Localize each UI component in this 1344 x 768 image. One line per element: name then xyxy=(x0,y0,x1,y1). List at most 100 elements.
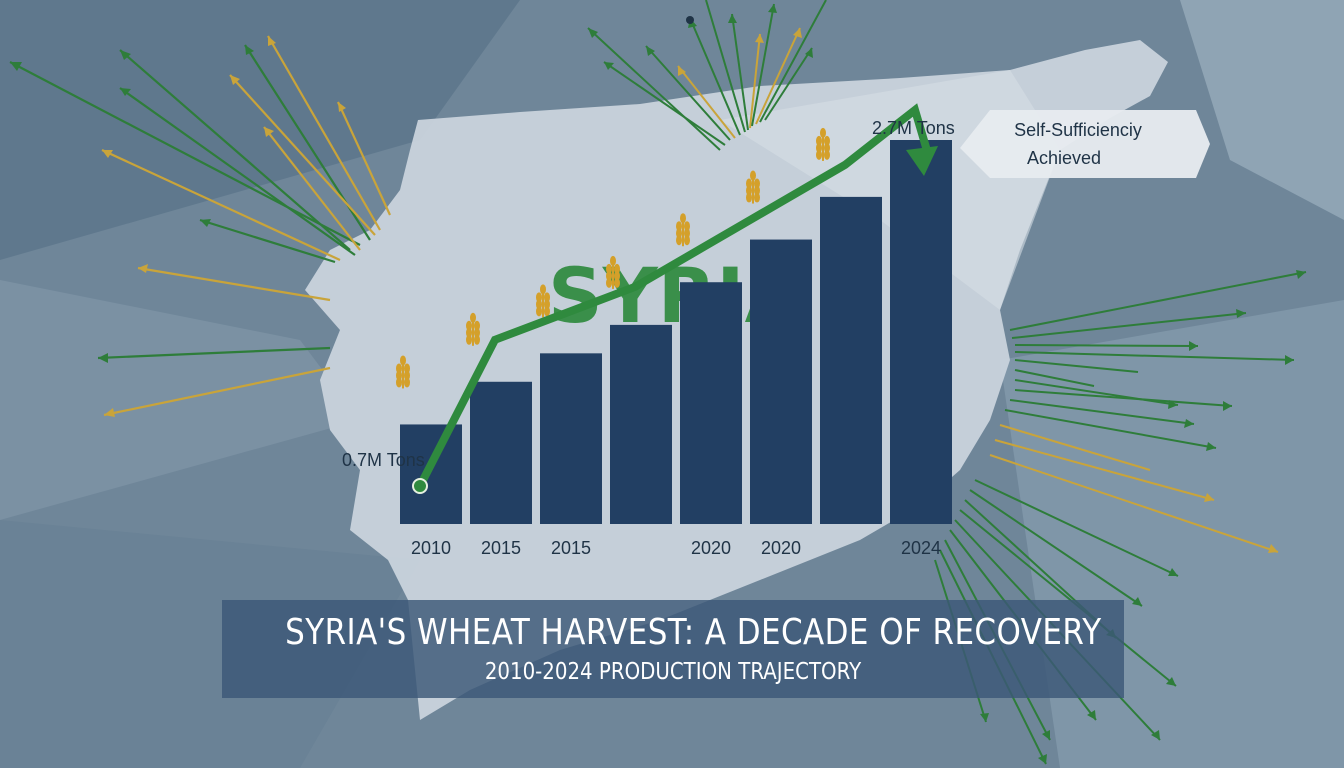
burst-arrow-line xyxy=(603,61,726,146)
burst-arrow-line xyxy=(101,149,341,261)
burst-arrowhead xyxy=(1042,730,1050,740)
burst-arrowhead xyxy=(1132,597,1142,606)
trend-arrowhead xyxy=(906,146,938,176)
burst-arrowhead xyxy=(646,46,655,56)
self-sufficiency-callout: Self-Sufficienciy Achieved xyxy=(960,110,1210,178)
burst-arrowhead xyxy=(1166,677,1176,686)
bar-2 xyxy=(470,381,532,524)
burst-arrowhead xyxy=(1184,419,1194,428)
burst-arrow-line xyxy=(764,47,813,121)
burst-arrow-line xyxy=(999,424,1151,471)
burst-arrow-line xyxy=(1014,389,1233,407)
burst-arrowhead xyxy=(1296,270,1306,279)
burst-arrow-line xyxy=(759,0,827,123)
wheat-icon xyxy=(606,255,620,289)
burst-arrow-line xyxy=(1009,271,1307,331)
x-tick-label: 2010 xyxy=(411,538,451,558)
burst-arrow-line xyxy=(587,27,721,151)
burst-arrow-line xyxy=(974,479,1179,577)
burst-arrow-line xyxy=(337,101,391,216)
callout-text-line-1: Self-Sufficienciy xyxy=(1014,120,1142,140)
burst-arrowhead xyxy=(264,127,274,137)
burst-arrow-line xyxy=(263,126,361,251)
burst-arrowhead xyxy=(138,264,148,273)
bar-3 xyxy=(540,353,602,524)
wheat-icons xyxy=(396,127,830,389)
burst-arrowhead xyxy=(1236,309,1246,318)
burst-arrowhead xyxy=(245,45,254,55)
burst-arrowhead xyxy=(588,28,598,38)
burst-arrow-line xyxy=(705,0,746,133)
background-shade-top-left xyxy=(0,0,520,260)
burst-arrow-line xyxy=(103,366,331,417)
top-arrow-heads xyxy=(588,4,813,76)
wheat-icon xyxy=(466,312,480,346)
burst-arrow-line xyxy=(119,49,351,251)
callout-box xyxy=(960,110,1210,178)
bar-5 xyxy=(680,282,742,524)
burst-arrowhead xyxy=(1151,730,1160,740)
x-tick-label: 2015 xyxy=(551,538,591,558)
wheat-icon xyxy=(676,213,690,247)
burst-arrow-line xyxy=(1014,359,1139,373)
x-tick-label: 2024 xyxy=(901,538,941,558)
burst-arrow-line xyxy=(1014,344,1199,347)
burst-arrowhead xyxy=(1285,355,1294,365)
trend-line xyxy=(416,103,932,490)
burst-arrowhead xyxy=(104,408,115,417)
burst-arrow-line xyxy=(749,33,761,129)
burst-arrowhead xyxy=(1223,401,1232,411)
background-shade-bottom-left xyxy=(0,520,420,768)
burst-arrowhead xyxy=(768,4,777,13)
burst-arrow-line xyxy=(1014,369,1095,387)
burst-arrowhead xyxy=(1038,754,1047,764)
burst-arrowhead xyxy=(793,28,802,38)
burst-arrow-line xyxy=(1004,409,1217,449)
burst-arrow-line xyxy=(755,27,801,125)
x-tick-label: 2015 xyxy=(481,538,521,558)
burst-arrow-line xyxy=(97,346,331,360)
burst-arrowhead xyxy=(102,150,113,158)
bar-6 xyxy=(750,239,812,525)
burst-arrow-line xyxy=(645,45,731,141)
burst-arrow-line xyxy=(267,35,381,231)
background-shade-top-right xyxy=(1180,0,1344,220)
left-arrow-heads xyxy=(10,36,346,417)
banner-title: SYRIA'S WHEAT HARVEST: A DECADE OF RECOV… xyxy=(285,612,1102,653)
end-value-label: 2.7M Tons xyxy=(872,118,955,138)
burst-arrow-line xyxy=(989,454,1279,553)
wheat-production-chart: 2010 2015 2015 2020 2020 2024 0.7M Tons 2.7M … xyxy=(342,103,955,558)
burst-arrow-line xyxy=(677,65,736,139)
burst-arrow-line xyxy=(959,509,1177,687)
burst-arrow-line xyxy=(1014,351,1295,361)
burst-arrowhead xyxy=(120,50,131,60)
x-axis-tick-labels: 2010 2015 2015 2020 2020 2024 xyxy=(411,538,941,558)
burst-arrowhead xyxy=(98,353,108,363)
top-arrow-burst xyxy=(587,0,827,151)
burst-arrowhead xyxy=(755,34,764,43)
burst-arrowhead xyxy=(120,88,131,96)
burst-arrowhead xyxy=(200,219,211,227)
callout-text-line-2: Achieved xyxy=(1027,148,1101,168)
burst-arrowhead xyxy=(678,66,686,76)
bar-series xyxy=(400,140,952,525)
bar-4 xyxy=(610,324,672,524)
burst-arrow-line xyxy=(119,87,356,256)
wheat-icon xyxy=(816,127,830,161)
banner-subtitle: 2010-2024 PRODUCTION TRAJECTORY xyxy=(484,659,862,685)
burst-arrowhead xyxy=(1206,442,1216,451)
burst-arrowhead xyxy=(1087,710,1096,720)
wheat-icon xyxy=(396,355,410,389)
burst-arrowhead xyxy=(1189,341,1198,351)
burst-arrow-line xyxy=(731,13,749,131)
burst-arrowhead xyxy=(10,62,22,71)
bar-1 xyxy=(400,424,462,524)
wheat-icon xyxy=(536,284,550,318)
burst-arrow-line xyxy=(994,439,1215,501)
burst-arrowhead xyxy=(805,48,813,58)
burst-arrowhead xyxy=(604,62,614,70)
burst-arrow-line xyxy=(137,266,331,302)
left-arrow-burst xyxy=(9,35,391,417)
wheat-icon xyxy=(746,170,760,204)
